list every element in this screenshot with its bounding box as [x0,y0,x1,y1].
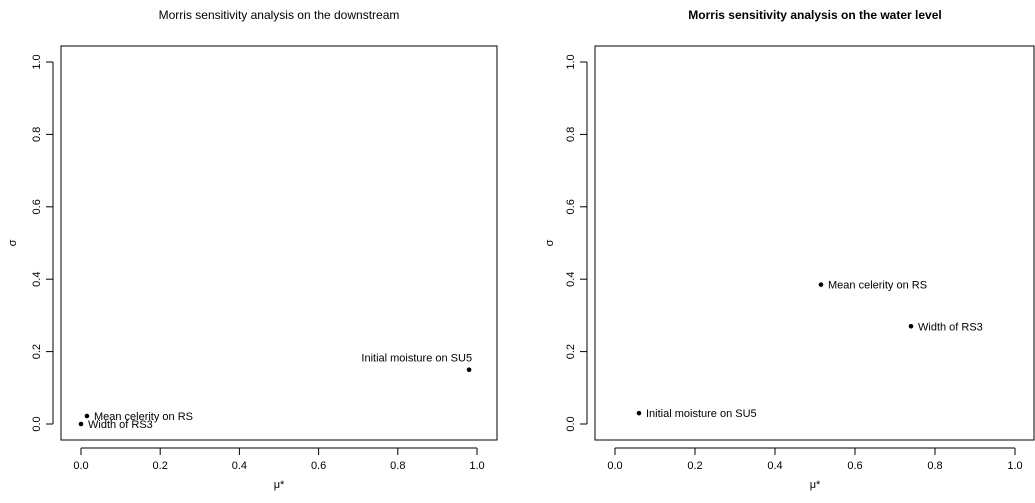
y-tick-label: 0.8 [565,127,577,142]
y-tick-label: 0.0 [565,416,577,431]
scatter-chart-water-level: Morris sensitivity analysis on the water… [544,8,1035,491]
x-tick-label: 0.6 [847,460,862,472]
point-label: Mean celerity on RS [828,280,927,292]
y-tick-label: 0.2 [31,344,43,359]
y-tick-label: 1.0 [31,54,43,69]
data-point [466,367,472,373]
chart-panel-water-level: Morris sensitivity analysis on the water… [517,0,1035,498]
y-axis-label: σ [544,239,556,246]
x-tick-label: 0.0 [73,460,88,472]
x-tick-label: 0.4 [767,460,782,472]
x-tick-label: 1.0 [469,460,484,472]
plot-frame [594,45,1035,441]
x-tick-label: 0.8 [390,460,405,472]
point-label: Width of RS3 [88,419,153,431]
x-axis-label: μ* [810,479,821,491]
y-axis-label: σ [7,239,19,246]
y-tick-label: 0.4 [31,272,43,287]
point-label: Mean celerity on RS [94,411,193,423]
chart-panel-downstream: Morris sensitivity analysis on the downs… [0,0,517,498]
data-point [908,323,914,329]
x-tick-label: 1.0 [1007,460,1022,472]
chart-title: Morris sensitivity analysis on the downs… [159,8,400,22]
data-point [84,413,90,419]
x-tick-label: 0.2 [153,460,168,472]
y-tick-label: 0.6 [31,199,43,214]
y-tick-label: 0.6 [565,199,577,214]
plot-frame [60,45,498,441]
y-tick-label: 1.0 [565,54,577,69]
x-axis-label: μ* [274,479,285,491]
point-label: Initial moisture on SU5 [361,353,472,365]
y-tick-label: 0.0 [31,416,43,431]
x-tick-label: 0.0 [607,460,622,472]
data-point [818,282,824,287]
y-tick-label: 0.8 [31,127,43,142]
x-tick-label: 0.8 [927,460,942,472]
x-tick-label: 0.4 [232,460,247,472]
x-tick-label: 0.6 [311,460,326,472]
x-tick-label: 0.2 [687,460,702,472]
chart-title: Morris sensitivity analysis on the water… [688,8,941,22]
scatter-chart-downstream: Morris sensitivity analysis on the downs… [7,8,498,491]
point-label: Width of RS3 [918,321,983,333]
data-point [78,421,84,427]
y-tick-label: 0.2 [565,344,577,359]
point-label: Initial moisture on SU5 [646,408,757,420]
y-tick-label: 0.4 [565,272,577,287]
data-point [636,410,642,416]
